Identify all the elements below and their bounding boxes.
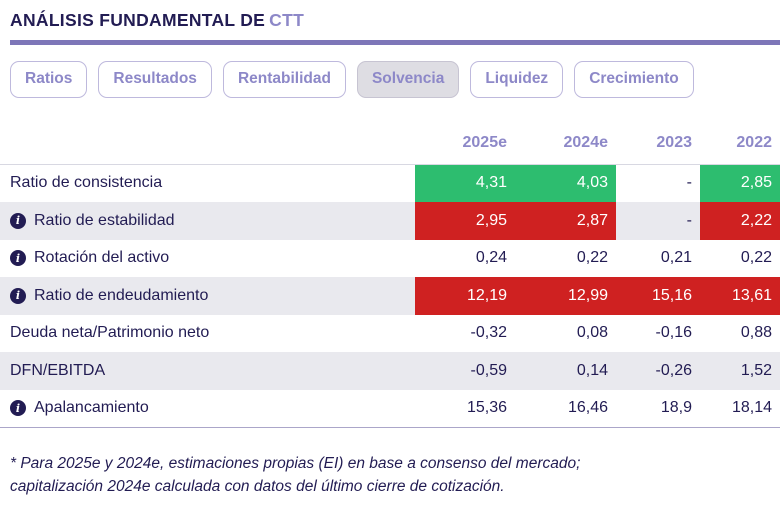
table-cell: 0,22 [576, 249, 608, 267]
table-row: i Apalancamiento 15,36 16,46 18,9 18,14 [0, 390, 780, 428]
table-cell: - [686, 211, 692, 229]
footnote-line-1: * Para 2025e y 2024e, estimaciones propi… [10, 455, 581, 473]
column-header-2023: 2023 [656, 133, 692, 151]
row-label-text: Ratio de consistencia [10, 174, 163, 192]
row-label: i Ratio de endeudamiento [0, 277, 415, 315]
table-cell: 1,52 [740, 361, 772, 379]
table-cell: 18,14 [731, 399, 772, 417]
table-row: i Ratio de endeudamiento 12,19 12,99 15,1… [0, 277, 780, 315]
tab-crecimiento[interactable]: Crecimiento [574, 61, 694, 98]
tab-rentabilidad[interactable]: Rentabilidad [222, 61, 346, 98]
ticker-symbol: CTT [269, 10, 305, 30]
row-label: iDFN/EBITDA [0, 352, 415, 390]
table-cell: 15,16 [616, 277, 700, 315]
table-cell: 18,9 [660, 399, 692, 417]
table-cell: 15,36 [466, 399, 507, 417]
table-row: iDFN/EBITDA -0,59 0,14 -0,26 1,52 [0, 352, 780, 390]
table-cell: 12,19 [415, 277, 515, 315]
table-cell: 0,88 [740, 324, 772, 342]
column-header-empty [0, 134, 415, 152]
info-icon[interactable]: i [10, 400, 26, 417]
table-header-row: 2025e 2024e 2023 2022 [0, 98, 780, 164]
table-cell: 0,22 [740, 249, 772, 267]
table-cell: 2,95 [415, 202, 515, 240]
table-cell: -0,59 [470, 361, 507, 379]
tab-resultados[interactable]: Resultados [98, 61, 212, 98]
row-label-text: Deuda neta/Patrimonio neto [10, 324, 210, 342]
tab-solvencia[interactable]: Solvencia [356, 61, 460, 98]
info-icon[interactable]: i [10, 212, 26, 229]
table-cell: 4,03 [515, 164, 616, 203]
table-cell: 16,46 [567, 399, 608, 417]
table-cell: 13,61 [700, 277, 780, 315]
table-cell: 12,99 [515, 277, 616, 315]
table-cell: -0,26 [655, 361, 692, 379]
tab-liquidez[interactable]: Liquidez [470, 61, 564, 98]
fundamental-analysis-page: ANÁLISIS FUNDAMENTAL DE CTT Ratios Result… [0, 10, 780, 522]
footnote-line-2: capitalización 2024e calculada con datos… [10, 478, 505, 496]
column-header-2022: 2022 [736, 133, 772, 151]
table-cell: - [686, 174, 692, 192]
row-label-text: Rotación del activo [34, 249, 170, 267]
title-divider [10, 40, 780, 45]
row-label: i Ratio de estabilidad [0, 202, 415, 240]
table-cell: 2,87 [515, 202, 616, 240]
row-label: i Apalancamiento [0, 390, 415, 428]
row-label-text: Ratio de endeudamiento [34, 286, 209, 304]
tab-ratios[interactable]: Ratios [10, 61, 88, 98]
table-cell: 0,08 [576, 324, 608, 342]
info-icon[interactable]: i [10, 287, 26, 304]
row-label-text: DFN/EBITDA [10, 361, 106, 379]
table-cell: 2,22 [700, 202, 780, 240]
row-label: iDeuda neta/Patrimonio neto [0, 315, 415, 353]
page-title-text: ANÁLISIS FUNDAMENTAL DE [10, 10, 266, 30]
table-cell: 0,21 [660, 249, 692, 267]
footnote: * Para 2025e y 2024e, estimaciones propi… [10, 452, 770, 499]
tab-bar: Ratios Resultados Rentabilidad Solvencia… [10, 61, 780, 98]
column-header-2024e: 2024e [563, 133, 609, 151]
table-row: i Ratio de estabilidad 2,95 2,87 - 2,22 [0, 202, 780, 240]
info-icon[interactable]: i [10, 250, 26, 267]
table-cell: -0,16 [655, 324, 692, 342]
table-cell: 0,14 [576, 361, 608, 379]
row-label-text: Apalancamiento [34, 399, 149, 417]
table-cell: 4,31 [415, 164, 515, 203]
page-title: ANÁLISIS FUNDAMENTAL DE CTT [10, 10, 780, 31]
table-cell: 0,24 [475, 249, 507, 267]
row-label-text: Ratio de estabilidad [34, 211, 175, 229]
table-cell: -0,32 [470, 324, 507, 342]
table-row: i Rotación del activo 0,24 0,22 0,21 0,22 [0, 240, 780, 278]
column-header-2025e: 2025e [462, 133, 508, 151]
table-cell: 2,85 [700, 164, 780, 203]
table-row: iDeuda neta/Patrimonio neto -0,32 0,08 -… [0, 315, 780, 353]
row-label: i Rotación del activo [0, 240, 415, 278]
